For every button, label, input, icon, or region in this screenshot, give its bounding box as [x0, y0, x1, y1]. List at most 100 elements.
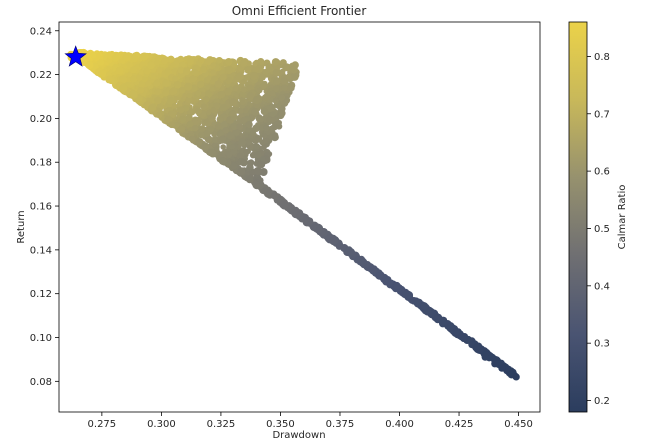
- scatter-point: [122, 53, 131, 61]
- x-axis: 0.275 0.300 0.325 0.350 0.375 0.400 0.425 0.450: [88, 412, 533, 430]
- scatter-point: [446, 323, 455, 331]
- scatter-point: [229, 110, 236, 117]
- scatter-point: [240, 59, 248, 67]
- scatter-point: [269, 90, 276, 97]
- scatter-point: [211, 131, 218, 138]
- y-tick-label: 0.12: [30, 289, 52, 300]
- scatter-point: [246, 92, 255, 101]
- scatter-point: [186, 92, 193, 99]
- frontier-points: [67, 50, 520, 381]
- scatter-point: [206, 109, 212, 115]
- scatter-point: [187, 120, 194, 128]
- x-tick-label: 0.400: [385, 419, 414, 430]
- scatter-point: [329, 236, 337, 245]
- scatter-point: [473, 342, 482, 351]
- scatter-point: [250, 72, 258, 80]
- scatter-point: [278, 94, 285, 101]
- scatter-point: [245, 120, 253, 129]
- scatter-point: [245, 60, 252, 67]
- scatter-point: [168, 121, 175, 128]
- scatter-point: [136, 95, 143, 102]
- scatter-point: [359, 258, 366, 265]
- y-tick-label: 0.24: [30, 26, 52, 37]
- scatter-point: [219, 135, 226, 142]
- scatter-point: [111, 54, 119, 62]
- y-tick-label: 0.18: [30, 158, 52, 169]
- scatter-point: [156, 66, 163, 74]
- scatter-point: [237, 167, 246, 176]
- plot-frame: [58, 21, 541, 413]
- scatter-point: [251, 108, 259, 116]
- scatter-point: [177, 66, 185, 74]
- scatter-point: [105, 75, 113, 83]
- scatter-point: [202, 130, 210, 137]
- scatter-point: [387, 279, 394, 286]
- scatter-point: [165, 116, 173, 123]
- scatter-point: [240, 86, 247, 93]
- scatter-point: [136, 74, 143, 81]
- scatter-point: [254, 135, 263, 143]
- tail-point: [491, 360, 499, 368]
- scatter-point: [153, 80, 161, 87]
- scatter-point: [161, 57, 169, 65]
- scatter-point: [184, 82, 193, 91]
- scatter-point: [256, 160, 265, 169]
- scatter-point: [262, 137, 269, 144]
- x-tick-label: 0.300: [147, 419, 176, 430]
- scatter-point: [272, 85, 280, 93]
- scatter-point: [178, 86, 186, 94]
- scatter-point: [259, 124, 266, 131]
- colorbar-tick-label: 0.8: [594, 52, 610, 63]
- scatter-point: [244, 66, 252, 74]
- scatter-point: [242, 107, 249, 114]
- scatter-point: [220, 120, 228, 129]
- scatter-point: [129, 66, 137, 74]
- scatter-point: [200, 65, 207, 73]
- scatter-point: [178, 125, 185, 132]
- scatter-point: [393, 281, 401, 290]
- scatter-point: [269, 111, 276, 118]
- scatter-point: [241, 116, 248, 124]
- y-tick-label: 0.14: [30, 245, 52, 256]
- scatter-point: [245, 139, 252, 146]
- scatter-point: [229, 98, 238, 107]
- scatter-point: [240, 79, 247, 85]
- scatter-point: [252, 96, 261, 105]
- scatter-point: [154, 59, 160, 66]
- colorbar-tick-label: 0.3: [594, 339, 610, 350]
- scatter-point: [428, 312, 435, 319]
- scatter-point: [185, 113, 193, 121]
- colorbar-tick-label: 0.2: [594, 396, 610, 407]
- scatter-point: [260, 144, 267, 151]
- scatter-point: [166, 56, 173, 63]
- scatter-point: [245, 126, 251, 133]
- tail-point: [512, 373, 520, 381]
- scatter-point: [207, 148, 215, 157]
- scatter-point: [270, 192, 279, 200]
- scatter-point: [177, 106, 185, 114]
- scatter-point: [230, 123, 238, 131]
- scatter-point: [252, 64, 260, 73]
- scatter-point: [225, 66, 233, 74]
- scatter-point: [205, 84, 211, 90]
- scatter-point: [130, 55, 138, 63]
- scatter-point: [140, 52, 149, 61]
- scatter-point: [272, 59, 279, 66]
- scatter-point: [413, 298, 421, 306]
- scatter-point: [238, 138, 247, 147]
- colorbar-tick-label: 0.6: [594, 167, 610, 178]
- scatter-point: [202, 142, 210, 150]
- colorbar-tick-label: 0.4: [594, 281, 610, 292]
- scatter-point: [224, 88, 232, 96]
- scatter-point: [173, 81, 182, 89]
- scatter-point: [170, 87, 178, 95]
- scatter-point: [224, 58, 231, 65]
- chart-title: Omni Efficient Frontier: [232, 4, 367, 18]
- scatter-point: [453, 328, 461, 336]
- scatter-point: [129, 75, 138, 83]
- scatter-point: [272, 97, 279, 104]
- scatter-point: [204, 57, 213, 66]
- scatter-point: [97, 59, 105, 66]
- scatter-point: [249, 152, 257, 159]
